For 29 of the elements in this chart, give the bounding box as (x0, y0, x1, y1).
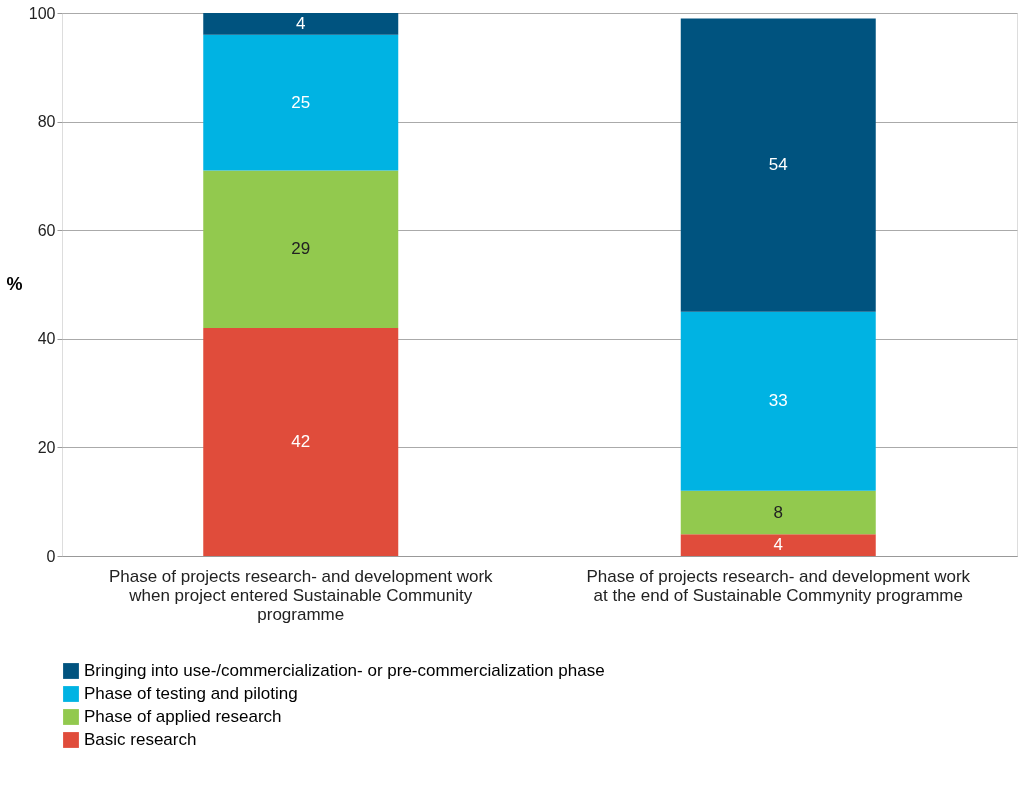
y-tick-label: 20 (37, 438, 56, 456)
legend-label: Phase of applied research (84, 707, 282, 726)
bar (203, 13, 399, 35)
bar (680, 311, 876, 491)
legend-label: Basic research (84, 730, 197, 749)
legend-label: Bringing into use-/commercialization- or pre-commercialization phase (84, 661, 605, 680)
y-axis-title: % (6, 274, 23, 294)
bar (203, 34, 399, 171)
bar (203, 327, 399, 556)
data-label: 42 (291, 431, 311, 451)
y-tick-label: 100 (28, 4, 56, 22)
y-tick-label: 60 (37, 221, 56, 239)
bar (203, 170, 399, 328)
y-tick-label: 40 (37, 330, 56, 348)
data-label: 25 (291, 92, 311, 112)
bar (680, 18, 876, 312)
y-tick-label: 0 (46, 547, 56, 565)
bar (680, 490, 876, 535)
data-label: 4 (773, 535, 783, 555)
data-label: 8 (773, 502, 783, 522)
y-tick-label: 80 (37, 113, 56, 131)
data-label: 4 (296, 13, 306, 33)
legend-label: Phase of testing and piloting (84, 684, 298, 703)
bar (680, 534, 876, 556)
data-label: 33 (768, 391, 788, 411)
x-tick-label: Phase of projects research- and development work when project entered Sustainable Community programme (108, 566, 494, 624)
x-tick-label: Phase of projects research- and development work at the end of Sustainable Commynity programme (586, 566, 971, 605)
data-label: 54 (768, 155, 788, 175)
data-label: 29 (291, 239, 311, 259)
